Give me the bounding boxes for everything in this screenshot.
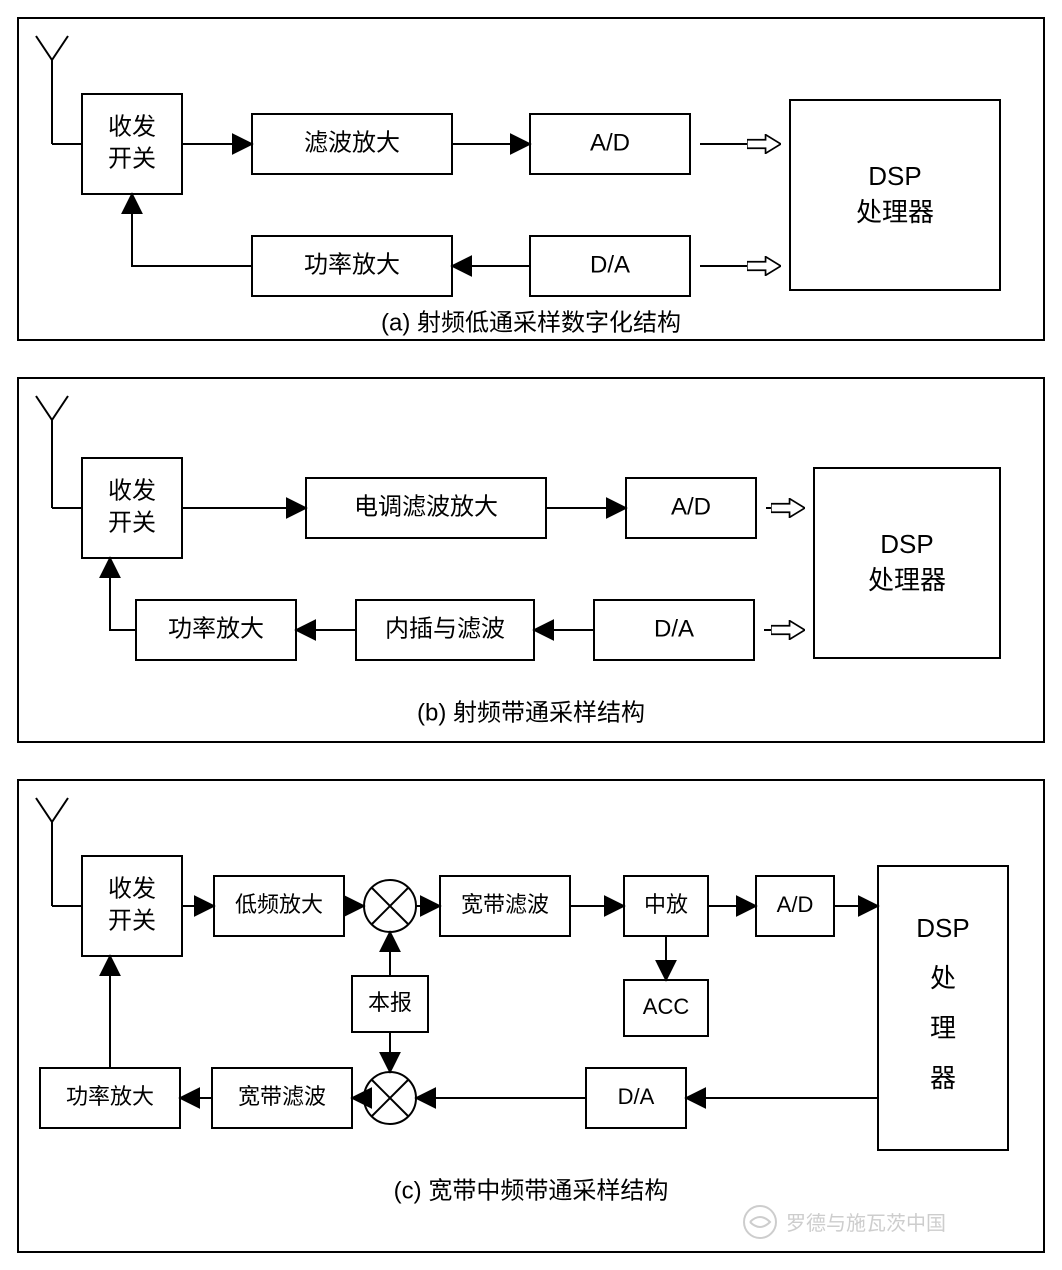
svg-text:处理器: 处理器 bbox=[868, 565, 946, 595]
label-da: D/A bbox=[590, 251, 630, 278]
svg-text:宽带滤波: 宽带滤波 bbox=[461, 892, 549, 917]
block-pa: 功率放大 bbox=[252, 236, 452, 296]
svg-text:DSP: DSP bbox=[880, 529, 933, 559]
antenna-icon bbox=[36, 36, 82, 144]
antenna-icon bbox=[36, 798, 82, 906]
svg-text:理: 理 bbox=[930, 1013, 956, 1043]
block-acc: ACC bbox=[624, 980, 708, 1036]
svg-text:宽带滤波: 宽带滤波 bbox=[238, 1084, 326, 1109]
svg-text:中放: 中放 bbox=[644, 892, 688, 917]
diagram-c: 收发 开关 低频放大 宽带滤波 中放 A/D DSP 处 理 bbox=[18, 780, 1044, 1252]
svg-text:低频放大: 低频放大 bbox=[235, 892, 323, 917]
svg-text:电调滤波放大: 电调滤波放大 bbox=[354, 493, 498, 520]
block-dsp: DSP 处理器 bbox=[790, 100, 1000, 290]
block-lna: 低频放大 bbox=[214, 876, 344, 936]
diagram-a: 收发 开关 滤波放大 A/D DSP 处理器 D/A 功率放大 bbox=[18, 18, 1044, 340]
block-bpf-rx: 宽带滤波 bbox=[440, 876, 570, 936]
block-pa: 功率放大 bbox=[40, 1068, 180, 1128]
svg-text:罗德与施瓦茨中国: 罗德与施瓦茨中国 bbox=[786, 1212, 946, 1235]
label-switch-l2: 开关 bbox=[108, 145, 156, 172]
svg-text:内插与滤波: 内插与滤波 bbox=[385, 615, 505, 642]
arrow bbox=[110, 558, 136, 630]
caption-a: (a) 射频低通采样数字化结构 bbox=[381, 309, 681, 336]
block-ad: A/D bbox=[626, 478, 756, 538]
arrow bbox=[132, 194, 252, 266]
svg-text:D/A: D/A bbox=[618, 1084, 655, 1109]
mixer-icon bbox=[364, 880, 416, 932]
label-switch-l1: 收发 bbox=[108, 113, 156, 140]
label-pa: 功率放大 bbox=[304, 251, 400, 278]
svg-text:ACC: ACC bbox=[643, 994, 690, 1019]
svg-text:器: 器 bbox=[930, 1063, 956, 1093]
block-filter: 电调滤波放大 bbox=[306, 478, 546, 538]
block-filter: 滤波放大 bbox=[252, 114, 452, 174]
svg-text:A/D: A/D bbox=[671, 493, 711, 520]
block-pa: 功率放大 bbox=[136, 600, 296, 660]
svg-text:DSP: DSP bbox=[916, 913, 969, 943]
caption-b: (b) 射频带通采样结构 bbox=[417, 699, 645, 726]
diagram-canvas: 收发 开关 滤波放大 A/D DSP 处理器 D/A 功率放大 bbox=[0, 0, 1062, 1270]
block-da: D/A bbox=[594, 600, 754, 660]
block-ad: A/D bbox=[756, 876, 834, 936]
block-switch: 收发 开关 bbox=[82, 856, 182, 956]
block-interp: 内插与滤波 bbox=[356, 600, 534, 660]
antenna-icon bbox=[36, 396, 82, 508]
svg-text:开关: 开关 bbox=[108, 907, 156, 934]
mixer-icon bbox=[364, 1072, 416, 1124]
svg-text:A/D: A/D bbox=[777, 892, 814, 917]
svg-text:本报: 本报 bbox=[368, 990, 412, 1015]
block-dsp: DSP 处理器 bbox=[814, 468, 1000, 658]
label-dsp-l1: DSP bbox=[868, 161, 921, 191]
svg-text:D/A: D/A bbox=[654, 615, 694, 642]
block-ifamp: 中放 bbox=[624, 876, 708, 936]
label-filter: 滤波放大 bbox=[304, 129, 400, 156]
svg-text:功率放大: 功率放大 bbox=[66, 1084, 154, 1109]
block-lo: 本报 bbox=[352, 976, 428, 1032]
block-bpf-tx: 宽带滤波 bbox=[212, 1068, 352, 1128]
svg-text:收发: 收发 bbox=[108, 477, 156, 504]
block-dsp: DSP 处 理 器 bbox=[878, 866, 1008, 1150]
diagram-b: 收发 开关 电调滤波放大 A/D DSP 处理器 D/A 内插与滤波 功率放大 bbox=[18, 378, 1044, 742]
block-switch: 收发 开关 bbox=[82, 458, 182, 558]
block-switch: 收发 开关 bbox=[82, 94, 182, 194]
svg-text:开关: 开关 bbox=[108, 509, 156, 536]
label-ad: A/D bbox=[590, 129, 630, 156]
svg-text:收发: 收发 bbox=[108, 875, 156, 902]
block-da: D/A bbox=[530, 236, 690, 296]
label-dsp-l2: 处理器 bbox=[856, 197, 934, 227]
svg-text:功率放大: 功率放大 bbox=[168, 615, 264, 642]
block-da: D/A bbox=[586, 1068, 686, 1128]
svg-text:处: 处 bbox=[930, 963, 956, 993]
caption-c: (c) 宽带中频带通采样结构 bbox=[394, 1177, 669, 1204]
watermark: 罗德与施瓦茨中国 bbox=[744, 1206, 946, 1238]
block-ad: A/D bbox=[530, 114, 690, 174]
